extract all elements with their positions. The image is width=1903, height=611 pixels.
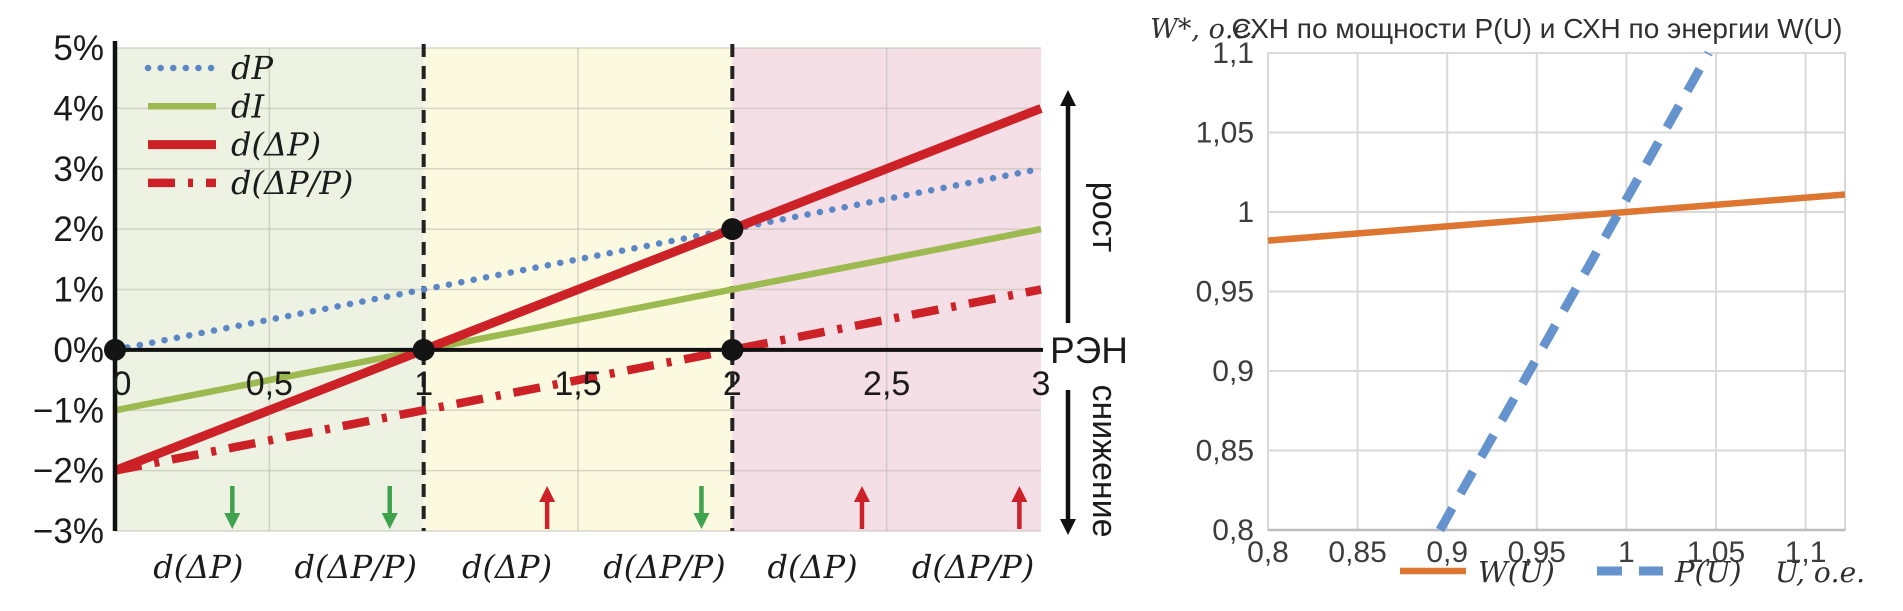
y-tick-label: 1% xyxy=(53,271,104,310)
zone-label: d(ΔP) xyxy=(153,548,243,586)
left-decline-label: снижение xyxy=(1085,384,1123,537)
data-point-marker xyxy=(721,218,744,241)
zone-arrow-up-head xyxy=(853,486,870,502)
x-tick-label: 1 xyxy=(414,365,433,403)
zone-arrow-down-head xyxy=(381,513,398,529)
series-W(U) xyxy=(1267,191,1846,244)
y-tick-label: 0,85 xyxy=(1196,435,1254,468)
legend-label-W(U): W(U) xyxy=(1478,555,1555,589)
right-x-axis-label: U, о.е. xyxy=(1775,556,1865,589)
y-tick-label: 1,05 xyxy=(1196,117,1254,150)
y-tick-label: 0,8 xyxy=(1212,514,1254,547)
x-tick-label: 0 xyxy=(113,365,132,403)
x-tick-label: 0,8 xyxy=(1247,536,1289,569)
zone-arrow-down-head xyxy=(693,513,710,529)
legend-label-dP: dP xyxy=(231,49,273,87)
decline-direction-arrow-head xyxy=(1060,519,1076,535)
x-tick-label: 0,9 xyxy=(1426,536,1468,569)
legend-label-d(ΔP/P): d(ΔP/P) xyxy=(231,164,353,202)
y-tick-label: 1,1 xyxy=(1212,37,1254,70)
right-chart-title: СХН по мощности P(U) и СХН по энергии W(… xyxy=(1231,13,1842,44)
series-P(U) xyxy=(1436,50,1713,533)
x-tick-label: 1,05 xyxy=(1687,536,1745,569)
x-tick-label: 0,5 xyxy=(246,365,293,403)
y-tick-label: 1 xyxy=(1237,196,1254,229)
x-tick-label: 2,5 xyxy=(863,365,910,403)
series-d(ΔP) xyxy=(113,104,1043,475)
growth-direction-arrow-head xyxy=(1060,90,1076,106)
series-d(ΔP/P) xyxy=(114,285,1042,475)
x-tick-label: 1 xyxy=(1618,536,1635,569)
series-dI xyxy=(114,225,1042,414)
left-x-axis-label: РЭН xyxy=(1050,330,1128,371)
right-y-axis-label: W*, о.е. xyxy=(1150,14,1258,45)
zone-arrow-up-head xyxy=(539,486,556,502)
data-point-marker xyxy=(104,338,126,361)
y-tick-label: 5% xyxy=(53,29,104,68)
right-chart: 1,1 1,05 1 0,95 0,9 0,85 0,80,8 0,85 0,9 0,95 1 1,0… xyxy=(1196,37,1846,589)
left-growth-label: рост xyxy=(1085,182,1123,252)
y-tick-label: 0,9 xyxy=(1212,355,1254,388)
y-tick-label: 3% xyxy=(53,150,104,189)
y-tick-label: 2% xyxy=(53,210,104,249)
y-tick-label: −2% xyxy=(33,452,104,491)
y-tick-label: 4% xyxy=(53,89,104,128)
x-tick-label: 0,85 xyxy=(1328,536,1386,569)
zone-label: d(ΔP/P) xyxy=(912,548,1034,586)
y-tick-label: −3% xyxy=(33,512,104,551)
legend-label-dI: dI xyxy=(231,87,265,125)
zone-label: d(ΔP/P) xyxy=(295,548,417,586)
legend-label-d(ΔP): d(ΔP) xyxy=(231,126,321,164)
zone-label: d(ΔP/P) xyxy=(603,548,725,586)
zone-label: d(ΔP) xyxy=(768,548,858,586)
y-tick-label: 0,95 xyxy=(1196,276,1254,309)
data-point-marker xyxy=(721,338,744,361)
data-point-marker xyxy=(412,338,435,361)
legend-label-P(U): P(U) xyxy=(1674,555,1742,589)
x-tick-label: 1,1 xyxy=(1785,536,1827,569)
y-tick-label: 0% xyxy=(53,331,104,370)
x-tick-label: 0,95 xyxy=(1508,536,1566,569)
y-tick-label: −1% xyxy=(33,391,104,430)
x-tick-label: 2 xyxy=(723,365,742,403)
zone-arrow-down-head xyxy=(224,513,241,529)
zone-label: d(ΔP) xyxy=(462,548,552,586)
left-chart: 5%4%3%2%1%0%−1%−2%−3%0 0,5 1 1,5 2 2,5 3d(ΔP) d… xyxy=(33,29,1076,586)
x-tick-label: 3 xyxy=(1032,365,1051,403)
zone-arrow-up-head xyxy=(1011,486,1028,502)
x-tick-label: 1,5 xyxy=(554,365,601,403)
